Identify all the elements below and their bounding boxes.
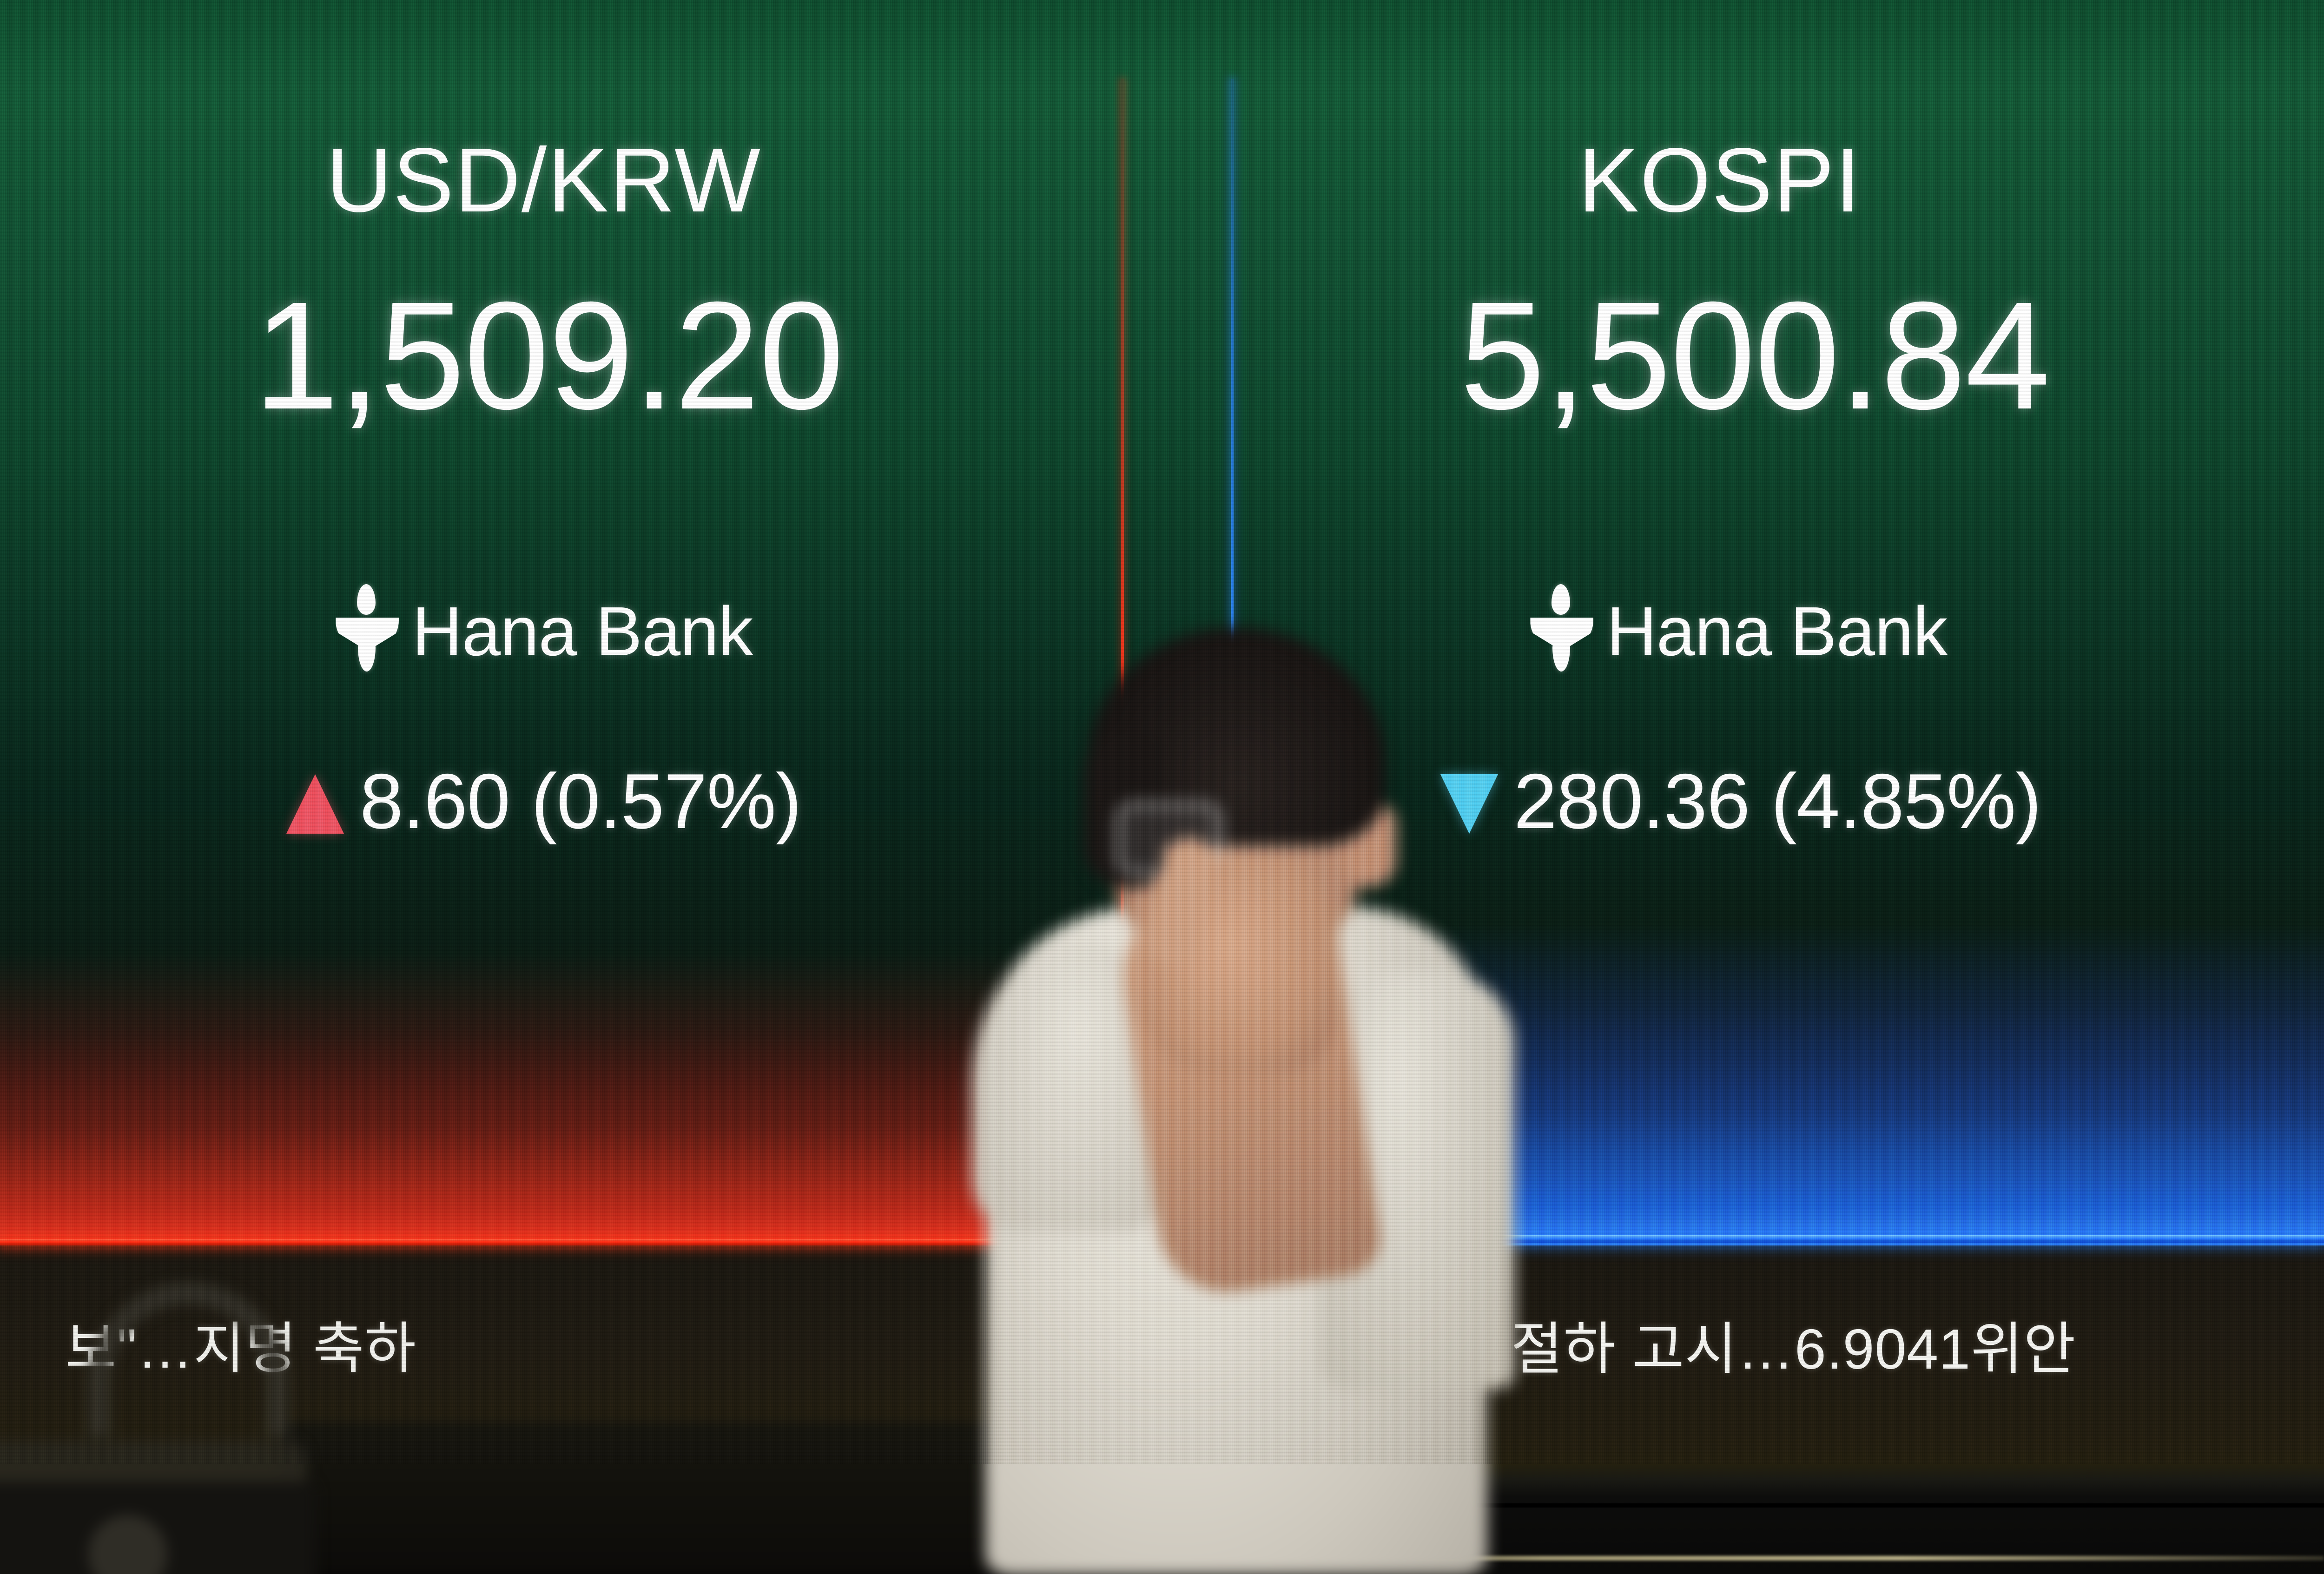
foreground-person (920, 618, 1534, 1574)
brand-hana-bank-left: Hana Bank (0, 583, 1116, 672)
triangle-up-icon (286, 774, 344, 834)
red-glow-line (0, 1239, 1097, 1245)
foreground-dark-object (279, 1422, 1069, 1574)
brand-label-right: Hana Bank (1606, 592, 1948, 670)
bezel-glint (1208, 1556, 2324, 1561)
panel-title-kospi: KOSPI (1578, 129, 1862, 231)
triangle-down-icon (1440, 774, 1498, 834)
brand-label-left: Hana Bank (412, 592, 753, 670)
bezel-edge-line (1013, 1503, 2324, 1508)
hana-bank-figure-icon (1529, 583, 1594, 672)
brand-hana-bank-right: Hana Bank (1208, 583, 2324, 672)
panel-kospi: KOSPI 5,500.84 Hana Bank 280.36 (4.85%) (1208, 0, 2324, 1255)
panel-usd-krw: USD/KRW 1,509.20 Hana Bank 8.60 (0.57%) (0, 0, 1116, 1255)
panel-title-usd-krw: USD/KRW (326, 129, 761, 231)
change-value-usd-krw: 8.60 (0.57%) (360, 757, 802, 845)
hana-bank-figure-icon (335, 583, 400, 672)
foreground-chair-object (0, 1264, 316, 1574)
footer-ticker-right: 절하 고시…6.9041위안 (1511, 1317, 2076, 1381)
change-row-usd-krw: 8.60 (0.57%) (0, 762, 1116, 840)
change-value-kospi: 280.36 (4.85%) (1513, 757, 2042, 845)
panel-value-usd-krw: 1,509.20 (253, 270, 845, 441)
panel-value-kospi: 5,500.84 (1459, 270, 2051, 441)
change-row-kospi: 280.36 (4.85%) (1208, 762, 2324, 840)
